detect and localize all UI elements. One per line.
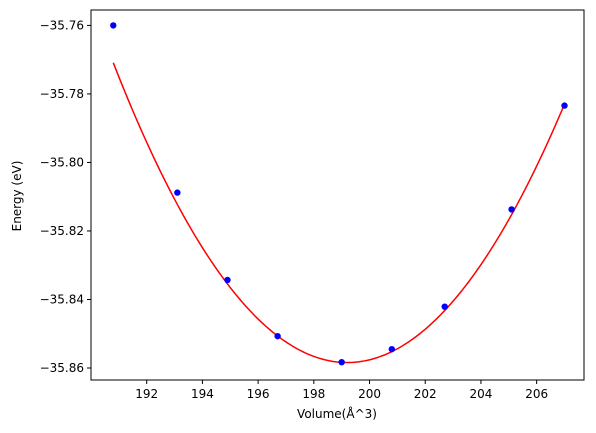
y-tick-label: −35.80	[40, 155, 84, 169]
axes: 192 194 196 198 200 202 204 206 −35.86 −35.84 −35.…	[40, 9, 585, 401]
data-point	[174, 189, 181, 196]
data-point	[110, 22, 117, 29]
y-axis-label: Energy (eV)	[10, 161, 24, 232]
data-point	[338, 358, 345, 366]
data-point	[224, 276, 231, 284]
data-point	[508, 206, 515, 213]
x-tick-label: 200	[358, 387, 381, 401]
x-tick-label: 194	[191, 387, 214, 401]
x-tick-label: 198	[302, 387, 325, 401]
data-point	[388, 345, 396, 353]
axes-frame	[90, 9, 585, 381]
x-tick-label: 202	[414, 387, 437, 401]
x-tick-label: 196	[247, 387, 270, 401]
data-point	[274, 332, 281, 340]
data-point	[441, 303, 448, 310]
y-tick-label: −35.76	[40, 18, 84, 32]
y-tick-label: −35.86	[40, 361, 84, 375]
x-tick-label: 206	[525, 387, 548, 401]
x-tick-label: 204	[469, 387, 492, 401]
x-tick-label: 192	[135, 387, 158, 401]
data-point	[561, 102, 568, 109]
fit-curve-line	[112, 62, 566, 364]
x-axis-label: Volume(Å^3)	[297, 406, 377, 421]
y-tick-label: −35.78	[40, 87, 84, 101]
y-tick-label: −35.84	[40, 292, 84, 306]
plot-area	[110, 22, 568, 366]
y-tick-label: −35.82	[40, 224, 84, 238]
